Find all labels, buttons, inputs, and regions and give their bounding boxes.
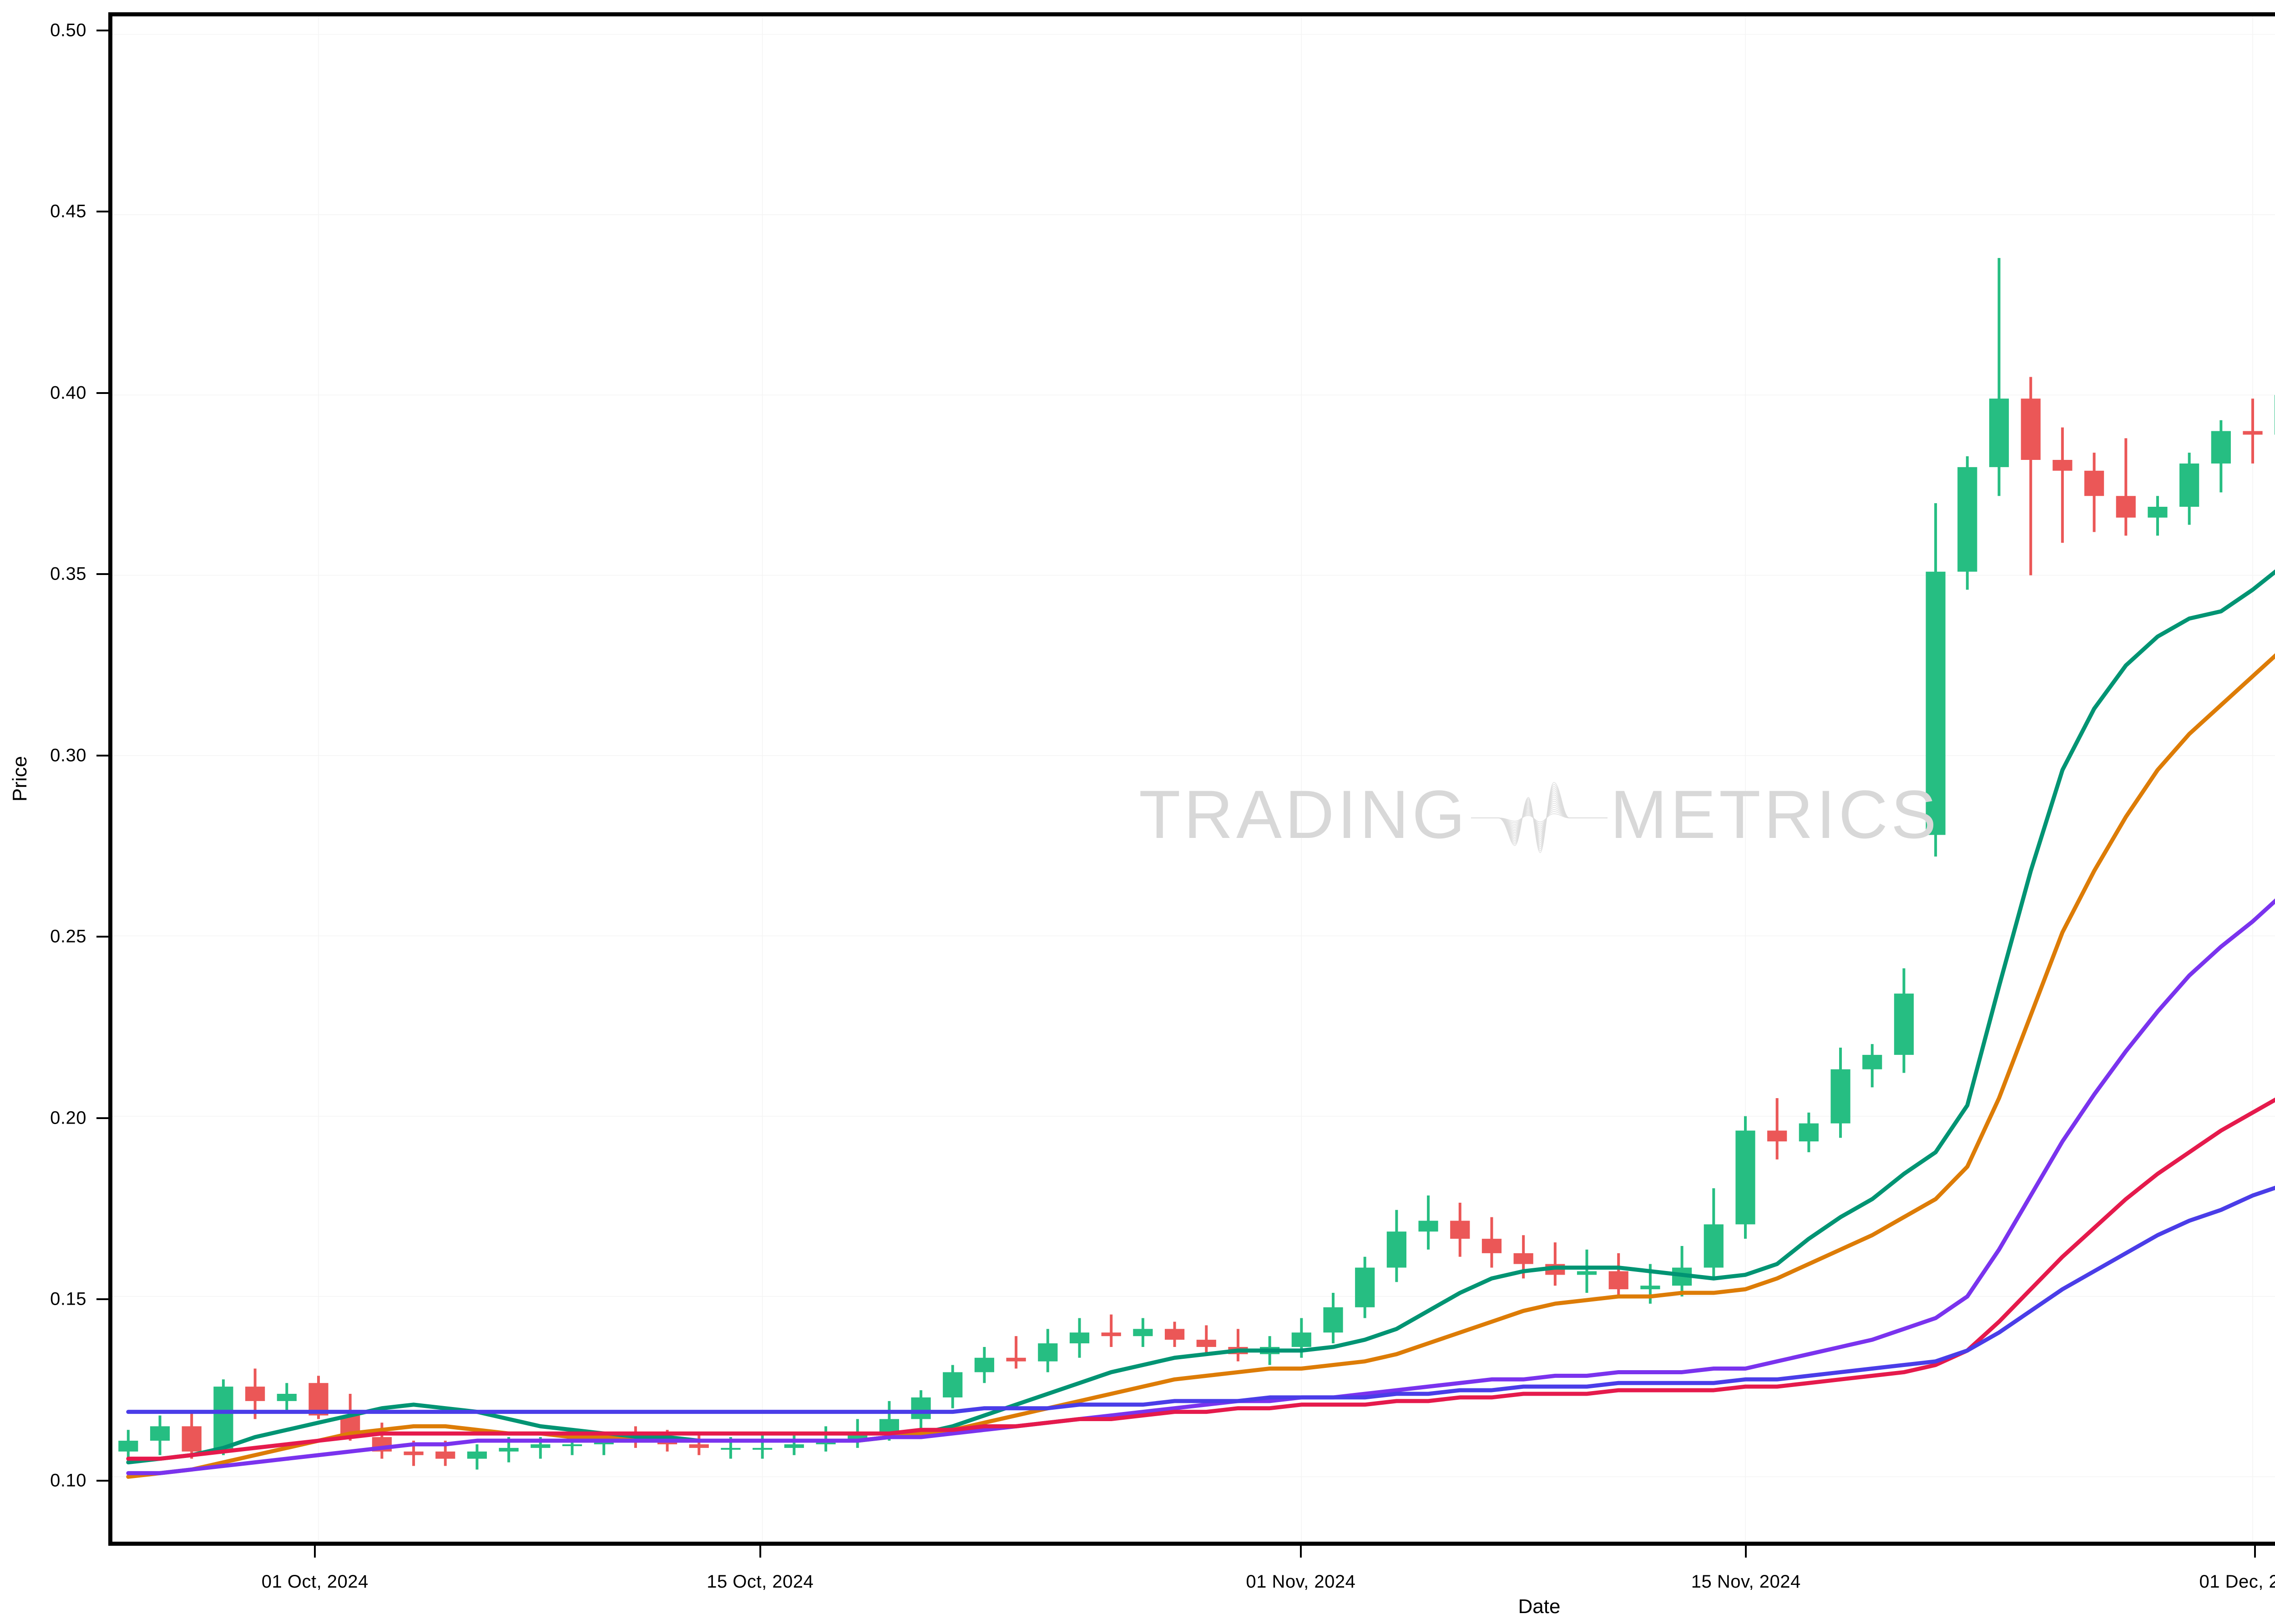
x-tick-label: 01 Dec, 2024 [2199,1572,2275,1592]
candle [1006,1336,1026,1368]
x-tick-label: 01 Nov, 2024 [1246,1572,1356,1592]
y-tick-mark [96,1298,108,1301]
candle [150,1416,170,1455]
candle [1862,1044,1882,1087]
y-tick-label: 0.15 [50,1289,86,1309]
y-tick-mark [96,1117,108,1119]
y-tick-mark [96,936,108,938]
candle [2243,398,2263,464]
candle [1830,1048,1850,1138]
y-axis-title: Price [9,756,31,802]
candle [1957,456,1977,590]
candle [1767,1098,1787,1160]
candle [2084,453,2104,532]
y-tick-mark [96,573,108,575]
candle [1038,1329,1058,1372]
x-tick-mark [2254,1546,2256,1558]
candle [753,1433,773,1458]
y-tick-label: 0.30 [50,745,86,766]
gridlines [112,16,2275,1542]
x-tick-mark [759,1546,761,1558]
y-tick-label: 0.20 [50,1108,86,1128]
y-tick-mark [96,211,108,213]
x-tick-label: 15 Oct, 2024 [707,1572,814,1592]
ema-line-ema_10 [128,276,2275,1463]
candle [1323,1293,1343,1343]
candle [2179,453,2199,525]
candle [1799,1113,1819,1152]
x-tick-mark [1745,1546,1747,1558]
candle [1989,258,2009,496]
candle [689,1433,709,1455]
candle [182,1412,202,1459]
candle [2211,420,2231,493]
candle [1894,968,1914,1073]
y-tick-mark [96,392,108,394]
y-tick-mark [96,1479,108,1482]
ema-line-ema_20 [128,366,2275,1477]
x-tick-label: 15 Nov, 2024 [1691,1572,1801,1592]
y-tick-label: 0.50 [50,20,86,40]
ema-line-ema_200 [128,1033,2275,1412]
y-tick-label: 0.25 [50,926,86,947]
candle [1164,1321,1185,1347]
candle [1133,1318,1153,1347]
y-tick-label: 0.40 [50,383,86,403]
x-tick-label: 01 Oct, 2024 [261,1572,369,1592]
candle [1101,1315,1121,1347]
candle [2053,428,2073,543]
candle [1608,1253,1628,1296]
y-tick-label: 0.35 [50,564,86,584]
candle [213,1379,233,1455]
candle [1355,1257,1375,1318]
y-tick-mark [96,29,108,31]
candle [277,1383,297,1412]
candle [1450,1203,1470,1257]
candle [1196,1325,1216,1354]
candle [467,1444,487,1469]
y-tick-mark [96,754,108,757]
ema-line-series [112,16,2275,1542]
y-tick-label: 0.10 [50,1470,86,1491]
ema-line-ema_50 [128,575,2275,1473]
candle [974,1347,995,1383]
candle [1926,503,1946,857]
candle [784,1433,804,1455]
candle [2148,496,2168,535]
candle [1577,1250,1597,1293]
candle [2021,377,2041,575]
candle [2116,438,2136,535]
candle [1704,1188,1724,1278]
candle [1735,1116,1755,1239]
candle [1069,1318,1090,1358]
candle [1386,1210,1407,1282]
x-tick-mark [314,1546,316,1558]
ema-line-ema_100 [128,813,2275,1459]
x-tick-mark [1299,1546,1302,1558]
candle [1481,1217,1502,1268]
candle [1418,1195,1438,1250]
candle [943,1365,963,1408]
y-tick-label: 0.45 [50,201,86,222]
plot-area [108,12,2275,1546]
x-axis-title: Date [1518,1595,1561,1618]
